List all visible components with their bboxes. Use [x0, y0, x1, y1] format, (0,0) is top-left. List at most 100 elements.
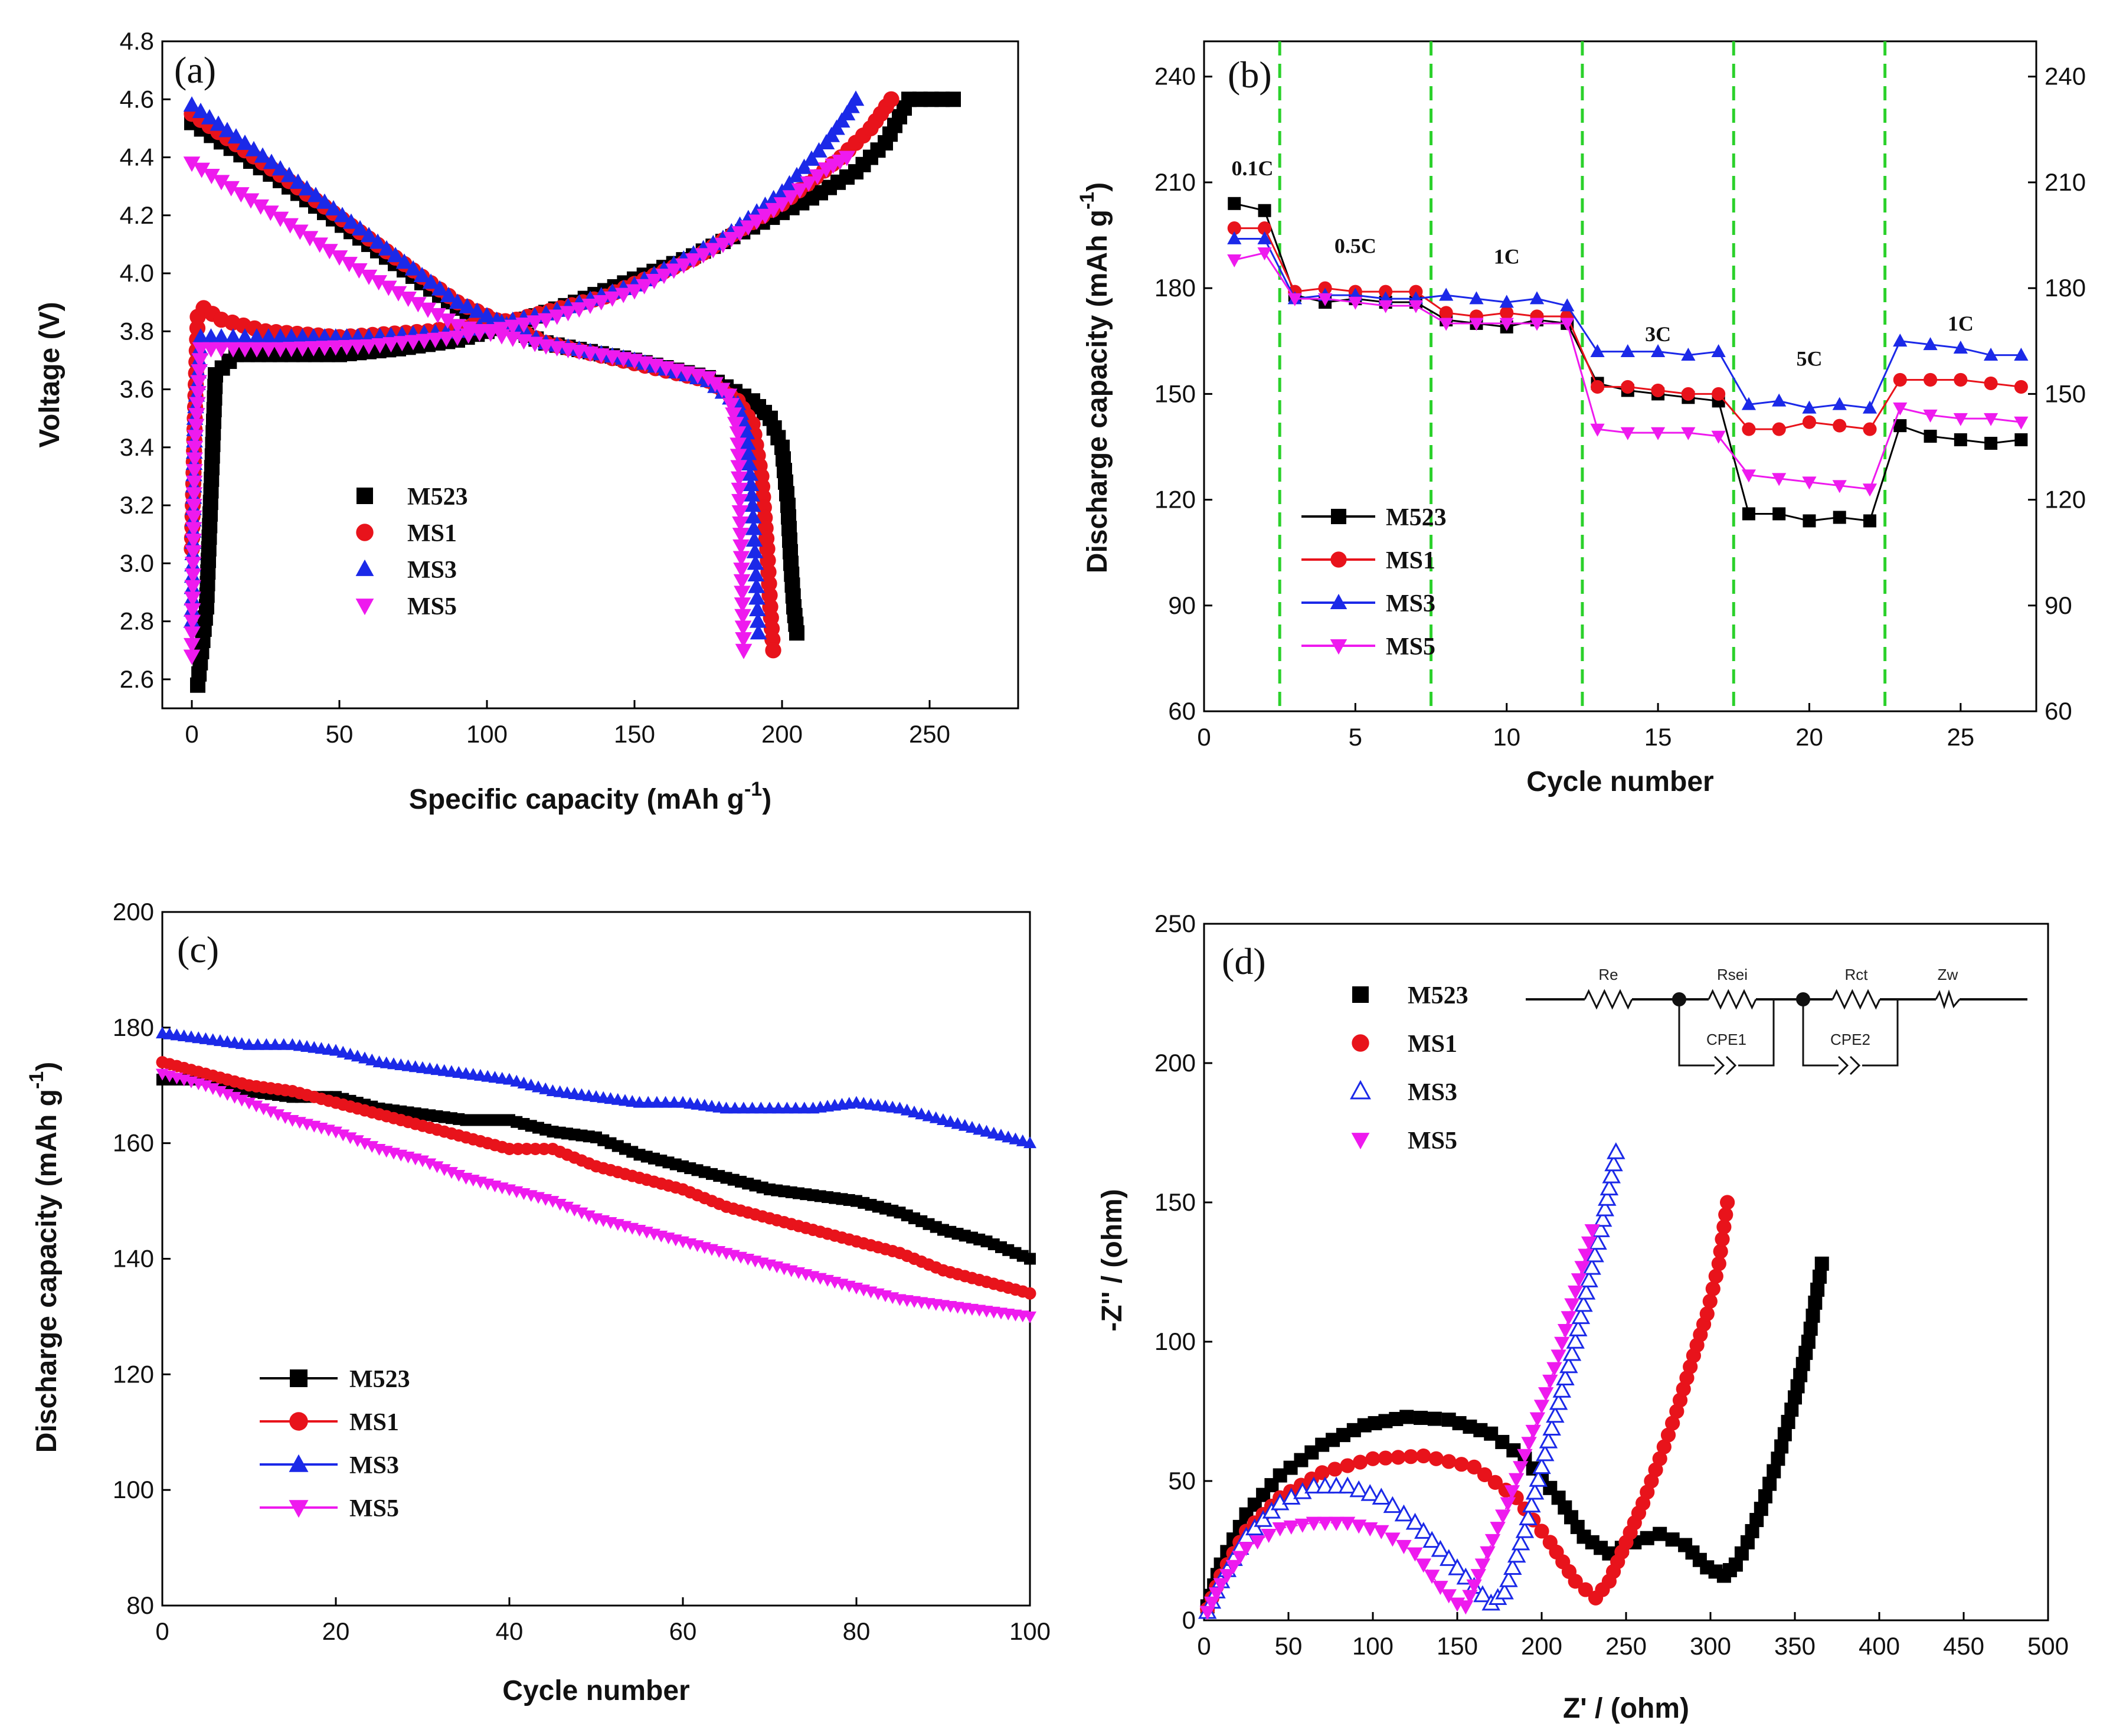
data-point [1396, 1539, 1412, 1554]
y-tick-label: 180 [1154, 274, 1196, 302]
data-point [227, 128, 245, 144]
data-point [1306, 1516, 1322, 1531]
data-point [469, 302, 486, 318]
data-point [382, 337, 400, 353]
data-point [1500, 1497, 1516, 1512]
data-point [732, 539, 750, 555]
data-point [183, 156, 201, 172]
x-tick-label: 20 [1795, 723, 1823, 751]
data-point [1556, 1368, 1575, 1386]
data-point [1529, 1470, 1548, 1487]
data-point [1802, 400, 1817, 414]
data-point [738, 424, 755, 440]
data-point [1272, 1522, 1288, 1537]
data-point [1314, 1465, 1330, 1480]
data-point [1466, 1579, 1482, 1594]
data-point [1414, 1411, 1428, 1426]
legend-label: M523 [407, 483, 468, 511]
data-point [188, 408, 205, 424]
data-point [1665, 1532, 1680, 1547]
data-point [1772, 393, 1787, 407]
data-point [714, 237, 732, 253]
panel-c: 0 20 40 60 80 100 80 100 120 140 160 180 200 (c) Cycle… [25, 898, 1051, 1706]
y-tick-label: 80 [126, 1591, 154, 1619]
data-point [1441, 1589, 1457, 1604]
data-point [1585, 1245, 1604, 1263]
resistor [1831, 989, 1881, 1010]
data-point [847, 90, 865, 106]
data-point [995, 1129, 1008, 1141]
data-point [1360, 1484, 1379, 1501]
data-point [593, 295, 610, 310]
data-point [1863, 514, 1876, 528]
data-point [1718, 1207, 1733, 1222]
y-tick-label: 0 [1182, 1606, 1196, 1634]
series-MS1 [1227, 221, 2028, 436]
data-point [1621, 380, 1635, 394]
x-tick-label: 50 [1275, 1632, 1303, 1660]
data-point [517, 1076, 531, 1088]
data-point [745, 519, 763, 535]
data-point [1720, 1195, 1735, 1210]
data-point [730, 437, 747, 453]
data-point [1428, 1451, 1444, 1466]
data-point [351, 220, 369, 236]
data-point [1454, 1457, 1469, 1472]
data-point [1681, 427, 1696, 440]
data-point [659, 1096, 672, 1108]
data-point [1833, 511, 1846, 524]
data-point [422, 273, 440, 289]
data-point [1283, 1520, 1299, 1535]
legend-marker [1352, 986, 1369, 1003]
data-point [1448, 1558, 1467, 1575]
data-point [1254, 1510, 1273, 1527]
data-point [1258, 204, 1271, 217]
data-point [1711, 344, 1726, 358]
rate-label: 1C [1494, 244, 1520, 268]
data-point [1257, 221, 1272, 236]
data-point [1758, 1489, 1772, 1503]
data-point [1473, 1585, 1492, 1603]
data-point [283, 342, 300, 358]
data-point [1953, 413, 1968, 426]
data-point [1604, 1154, 1623, 1172]
legend-label: M523 [1386, 504, 1447, 531]
legend-marker [1331, 509, 1346, 524]
plot-area [183, 90, 961, 693]
data-point [336, 1045, 350, 1058]
data-point [1754, 1502, 1768, 1516]
data-point [1568, 1285, 1584, 1300]
data-point [1287, 293, 1302, 306]
data-point [1833, 419, 1847, 433]
data-point [735, 643, 753, 659]
data-point [311, 237, 328, 253]
data-point [1546, 1362, 1562, 1377]
data-point [301, 231, 319, 247]
data-point [1598, 1189, 1617, 1206]
data-point [185, 499, 202, 515]
data-point [252, 199, 269, 215]
data-point [1571, 1273, 1587, 1288]
data-point [1327, 1476, 1346, 1494]
data-point [1862, 483, 1878, 497]
data-point [260, 342, 277, 358]
data-point [1549, 1392, 1568, 1410]
x-tick-label: 5 [1349, 723, 1362, 751]
data-point [316, 193, 333, 209]
y-tick-label: 4.0 [120, 259, 154, 287]
legend-label: MS5 [349, 1495, 399, 1522]
data-point [185, 545, 202, 561]
data-point [1571, 1307, 1591, 1325]
data-point [272, 328, 289, 344]
data-point [1394, 1504, 1414, 1522]
data-point [1474, 1558, 1491, 1573]
data-point [745, 1101, 759, 1114]
data-point [1983, 413, 1998, 426]
data-point [973, 1123, 986, 1135]
x-tick-label: 0 [155, 1617, 169, 1645]
data-point [739, 434, 756, 450]
data-point [1225, 1560, 1242, 1574]
data-point [734, 620, 752, 636]
rate-label: 5C [1796, 347, 1822, 371]
data-point [1569, 1319, 1588, 1336]
